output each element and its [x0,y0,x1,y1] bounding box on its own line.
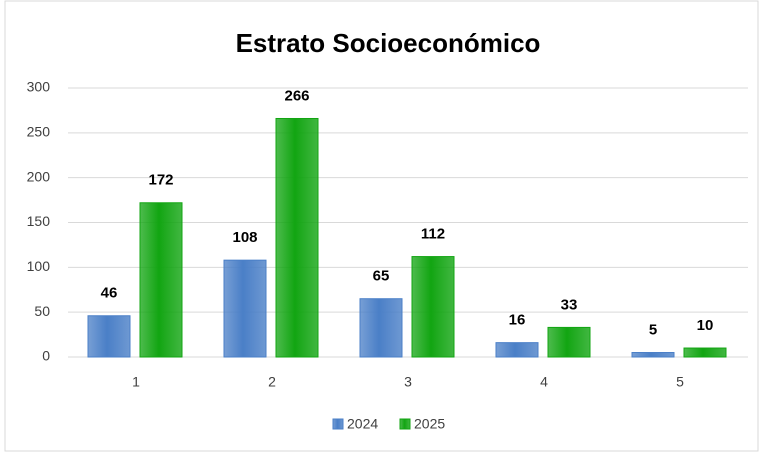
value-label: 112 [421,226,445,243]
value-label: 266 [284,87,309,104]
y-tick-label: 300 [27,79,51,95]
bar [87,315,131,358]
bar [359,298,403,358]
y-tick-label: 0 [42,348,50,364]
bar [631,352,675,358]
x-tick-label: 3 [404,374,412,390]
value-label: 10 [697,317,714,334]
value-label: 33 [561,296,578,313]
bar [411,256,455,358]
x-tick-label: 5 [676,374,684,390]
chart-title: Estrato Socioeconómico [236,28,541,58]
legend-label: 2025 [414,416,445,432]
x-tick-label: 1 [132,374,140,390]
y-tick-label: 200 [27,168,51,184]
legend-label: 2024 [347,416,378,432]
legend-swatch [399,418,411,430]
value-label: 172 [148,172,173,189]
y-tick-label: 150 [27,213,51,229]
bar [495,342,539,358]
legend-swatch [332,418,344,430]
bar [223,259,267,358]
value-label: 108 [232,229,257,246]
bar [139,202,183,358]
bar [683,347,727,358]
chart-frame [4,0,759,452]
y-tick-label: 100 [27,258,51,274]
bar [275,117,319,358]
x-tick-label: 2 [268,374,276,390]
y-tick-label: 250 [27,124,51,140]
value-label: 46 [101,285,118,302]
x-tick-label: 4 [540,374,548,390]
y-tick-label: 50 [34,303,50,319]
value-label: 16 [509,312,526,329]
value-label: 65 [373,268,390,285]
value-label: 5 [649,321,657,338]
bar [547,326,591,358]
